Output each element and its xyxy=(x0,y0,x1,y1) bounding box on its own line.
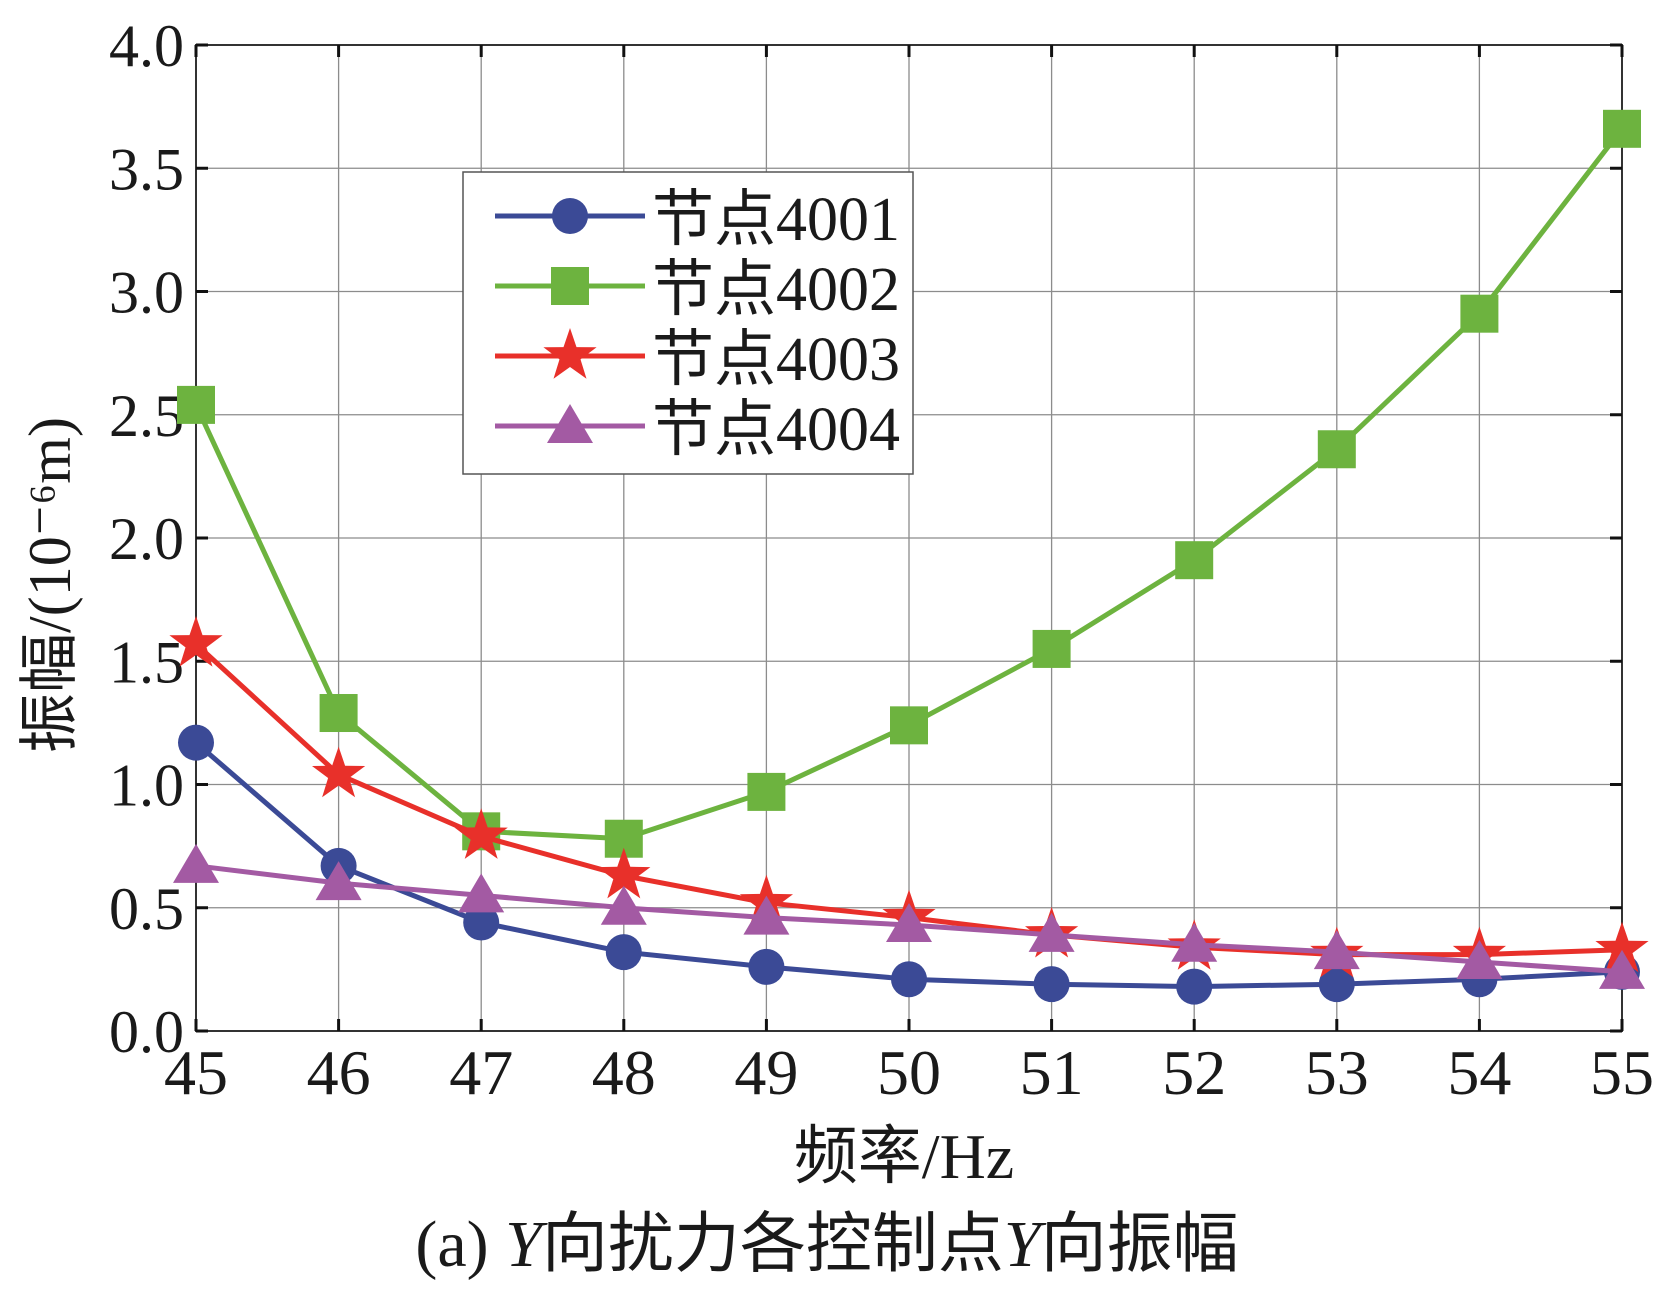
data-point-triangle xyxy=(173,843,219,883)
data-point-circle xyxy=(1318,966,1355,1003)
legend-entry: 节点4004 xyxy=(495,396,900,464)
data-point-triangle xyxy=(743,895,790,935)
y-tick-label: 1.0 xyxy=(109,753,184,819)
data-point-square xyxy=(1317,430,1356,469)
data-point-triangle xyxy=(1456,939,1503,979)
data-point-triangle xyxy=(1313,930,1360,970)
x-tick-label: 45 xyxy=(164,1037,228,1108)
data-point-circle xyxy=(1176,968,1213,1005)
data-point-circle xyxy=(178,724,214,761)
data-point-triangle xyxy=(1171,922,1218,962)
legend-marker-star xyxy=(543,328,597,379)
data-point-square xyxy=(177,385,215,424)
data-point-triangle xyxy=(1028,912,1075,952)
x-tick-label: 51 xyxy=(1020,1037,1084,1108)
legend-entry: 节点4002 xyxy=(495,256,900,324)
series-4 xyxy=(173,843,1645,989)
data-point-square xyxy=(1603,109,1641,148)
y-tick-label: 2.5 xyxy=(109,383,184,449)
data-point-circle xyxy=(891,961,927,998)
y-tick-label: 3.0 xyxy=(109,260,184,326)
legend-label: 节点4003 xyxy=(652,326,900,394)
data-point-triangle xyxy=(315,861,362,901)
data-point-triangle xyxy=(1599,949,1645,989)
data-point-square xyxy=(747,772,786,811)
series-2 xyxy=(177,109,1641,858)
axis-titles: 频率/Hz 振幅/(10⁻⁶m) xyxy=(17,417,1014,1192)
data-point-star xyxy=(454,808,508,859)
data-point-square xyxy=(319,694,358,733)
x-tick-label: 47 xyxy=(449,1037,513,1108)
x-tick-label: 46 xyxy=(307,1037,371,1108)
legend-marker-triangle xyxy=(547,404,593,443)
data-point-star xyxy=(1595,921,1649,973)
y-axis-title: 振幅/(10⁻⁶m) xyxy=(17,417,83,753)
tick-marks xyxy=(194,43,1624,1033)
x-tick-label: 54 xyxy=(1447,1037,1511,1108)
y-tick-label: 0.0 xyxy=(109,999,184,1065)
data-point-triangle xyxy=(600,885,647,925)
data-point-square xyxy=(1175,541,1214,580)
data-point-circle xyxy=(463,904,500,941)
x-tick-label: 50 xyxy=(877,1037,941,1108)
caption-middle: 向扰力各控制点 xyxy=(541,1208,1004,1281)
caption-y-axis-2: Y xyxy=(1003,1208,1041,1281)
tick-labels: 45 46 47 48 49 50 51 52 53 54 55 0.0 0.5 1.0 1.5 2.0 2.5… xyxy=(109,13,1654,1108)
series-lines xyxy=(169,109,1649,1005)
caption-suffix: 向振幅 xyxy=(1040,1208,1239,1281)
x-tick-label: 48 xyxy=(592,1037,656,1108)
caption-y-axis-1: Y xyxy=(505,1208,542,1281)
x-tick-label: 55 xyxy=(1590,1037,1654,1108)
x-axis-title: 频率/Hz xyxy=(794,1121,1014,1192)
legend-label: 节点4001 xyxy=(652,186,900,254)
y-tick-label: 4.0 xyxy=(109,13,184,79)
legend-entry: 节点4003 xyxy=(495,326,900,394)
x-tick-label: 52 xyxy=(1162,1037,1226,1108)
legend-label: 节点4002 xyxy=(652,256,900,324)
data-point-square xyxy=(1032,629,1071,668)
figure-caption: (a) Y向扰力各控制点Y向振幅 xyxy=(0,1205,1654,1285)
line-chart: 45 46 47 48 49 50 51 52 53 54 55 0.0 0.5 1.0 1.5 2.0 2.5… xyxy=(17,13,1654,1192)
legend-entry: 节点4001 xyxy=(495,186,900,254)
legend-marker-square xyxy=(551,267,589,305)
y-tick-label: 1.5 xyxy=(109,629,184,695)
data-point-star xyxy=(169,616,223,667)
y-tick-label: 3.5 xyxy=(109,136,184,202)
data-point-square xyxy=(1460,294,1499,333)
x-tick-label: 53 xyxy=(1305,1037,1369,1108)
data-point-circle xyxy=(605,934,642,971)
y-tick-label: 0.5 xyxy=(109,876,184,942)
data-point-star xyxy=(312,746,366,798)
data-point-triangle xyxy=(886,903,932,943)
data-point-star xyxy=(597,847,651,899)
data-point-circle xyxy=(748,948,785,985)
data-point-square xyxy=(890,706,928,745)
legend-marker-circle xyxy=(552,198,588,234)
legend-label: 节点4004 xyxy=(652,396,900,464)
data-point-triangle xyxy=(458,873,505,913)
data-point-circle xyxy=(1033,966,1070,1003)
y-tick-label: 2.0 xyxy=(109,506,184,572)
x-tick-label: 49 xyxy=(734,1037,798,1108)
caption-prefix: (a) xyxy=(415,1208,506,1281)
